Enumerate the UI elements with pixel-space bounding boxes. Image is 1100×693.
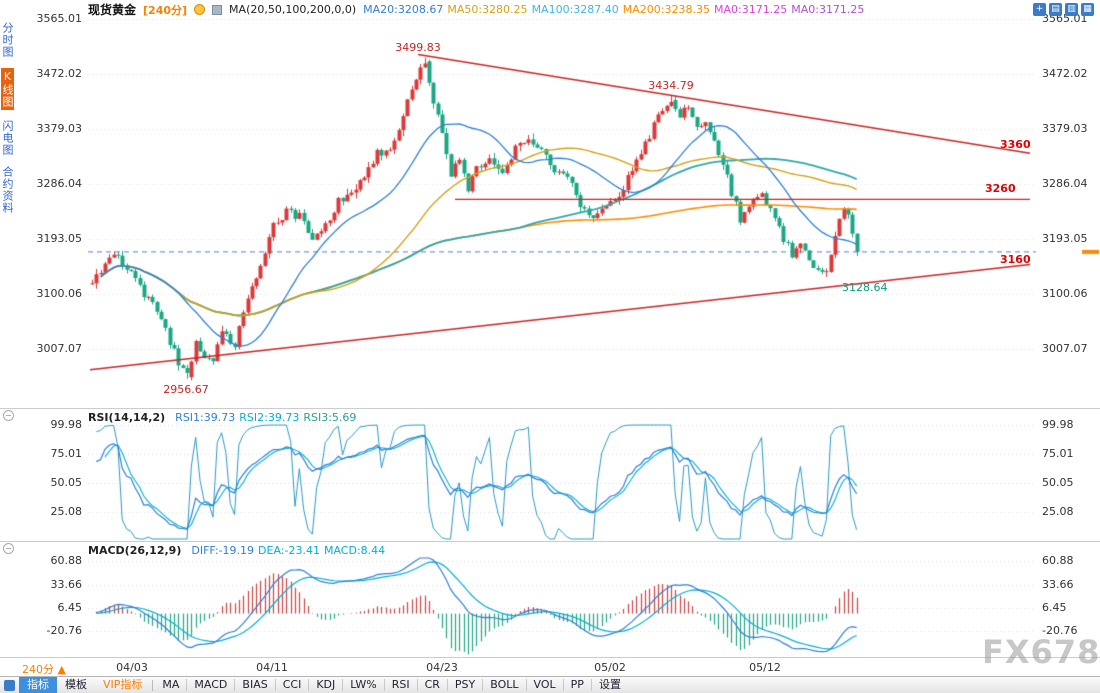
indicator-button-pp[interactable]: PP (564, 679, 592, 691)
macd-value-label: DEA:-23.41 (258, 543, 320, 557)
chart-header: 现货黄金 [240分] MA(20,50,100,200,0,0) MA20:3… (88, 1, 869, 18)
indicator-button-cci[interactable]: CCI (276, 679, 310, 691)
ma-params-label: MA(20,50,100,200,0,0) (229, 3, 357, 16)
sidebar-tab-kline[interactable]: K线图 (1, 68, 14, 110)
rsi-value-label: RSI2:39.73 (239, 410, 300, 424)
indicator-button-rsi[interactable]: RSI (385, 679, 418, 691)
date-label: 04/23 (426, 661, 458, 674)
indicator-button-psy[interactable]: PSY (448, 679, 484, 691)
rsi-value-label: RSI1:39.73 (175, 410, 236, 424)
ma-values-group: MA20:3208.67 MA50:3280.25 MA100:3287.40 MA2… (363, 3, 868, 16)
indicator-button-kdj[interactable]: KDJ (309, 679, 344, 691)
main-chart-canvas[interactable] (0, 18, 1100, 408)
ma-value-label: MA20:3208.67 (363, 3, 444, 16)
tab-indicators[interactable]: 指标 (19, 677, 57, 693)
toolbar-divider (152, 679, 154, 691)
window-icons-group: + ▤ ▥ ▦ (1033, 3, 1094, 16)
date-label: 05/02 (594, 661, 626, 674)
sidebar-tab-flash[interactable]: 闪电图 (1, 120, 14, 156)
ma-value-label: MA200:3238.35 (622, 3, 710, 16)
indicator-button-macd[interactable]: MACD (187, 679, 236, 691)
ma-value-label: MA0:3171.25 (714, 3, 788, 16)
ma-value-label: MA100:3287.40 (531, 3, 619, 16)
symbol-name: 现货黄金 (88, 3, 137, 17)
zoom-in-icon[interactable]: + (1033, 3, 1046, 16)
tab-templates[interactable]: 模板 (65, 678, 87, 691)
date-label: 04/11 (256, 661, 288, 674)
rsi-chart-canvas[interactable] (0, 423, 1100, 541)
layout-icon[interactable]: ▦ (1081, 3, 1094, 16)
tab-vip-indicators[interactable]: VIP指标 (103, 678, 143, 691)
ma-settings-icon[interactable] (212, 4, 223, 15)
period-selector[interactable]: 240分 ▲ (22, 663, 66, 676)
ma-value-label: MA0:3171.25 (791, 3, 865, 16)
panel-divider (0, 408, 1100, 409)
indicator-button-cr[interactable]: CR (418, 679, 448, 691)
macd-chart-canvas[interactable] (0, 556, 1100, 657)
sidebar-tab-timeline[interactable]: 分时图 (1, 22, 14, 58)
date-label: 05/12 (749, 661, 781, 674)
date-label: 04/03 (116, 661, 148, 674)
indicators-icon[interactable] (4, 679, 15, 691)
ma-value-label: MA50:3280.25 (447, 3, 528, 16)
rsi-value-label: RSI3:5.69 (303, 410, 357, 424)
macd-panel-header: MACD(26,12,9) DIFF:-19.19 DEA:-23.41 MACD:… (88, 543, 389, 557)
symbol-info-icon[interactable] (194, 4, 206, 15)
collapse-rsi-icon[interactable]: − (3, 410, 14, 421)
panel-divider (0, 541, 1100, 542)
indicator-toolbar: 指标 模板 VIP指标 MA MACD BIAS CCI KDJ LW% RSI CR PSY BOLL… (0, 676, 1100, 693)
indicator-button-lwpct[interactable]: LW% (343, 679, 385, 691)
macd-values-group: DIFF:-19.19 DEA:-23.41 MACD:8.44 (191, 544, 389, 557)
collapse-macd-icon[interactable]: − (3, 543, 14, 554)
rsi-panel-header: RSI(14,14,2) RSI1:39.73 RSI2:39.73 RSI3:5.… (88, 410, 360, 424)
indicator-button-boll[interactable]: BOLL (483, 679, 527, 691)
chart-grid-icon[interactable]: ▤ (1049, 3, 1062, 16)
watermark: FX678 (982, 633, 1100, 671)
multi-panel-icon[interactable]: ▥ (1065, 3, 1078, 16)
macd-params-label: MACD(26,12,9) (88, 543, 182, 557)
indicator-button-vol[interactable]: VOL (527, 679, 564, 691)
macd-value-label: DIFF:-19.19 (191, 543, 255, 557)
timeframe-label[interactable]: [240分] (143, 3, 188, 17)
chart-type-sidebar: 分时图 K线图 闪电图 合约资料 (0, 22, 15, 214)
indicator-button-ma[interactable]: MA (155, 679, 188, 691)
sidebar-tab-contract-info[interactable]: 合约资料 (1, 166, 14, 214)
indicator-button-bias[interactable]: BIAS (235, 679, 276, 691)
rsi-params-label: RSI(14,14,2) (88, 410, 166, 424)
macd-value-label: MACD:8.44 (323, 543, 386, 557)
settings-button[interactable]: 设置 (598, 678, 621, 691)
panel-divider (0, 657, 1100, 658)
rsi-values-group: RSI1:39.73 RSI2:39.73 RSI3:5.69 (175, 411, 360, 424)
